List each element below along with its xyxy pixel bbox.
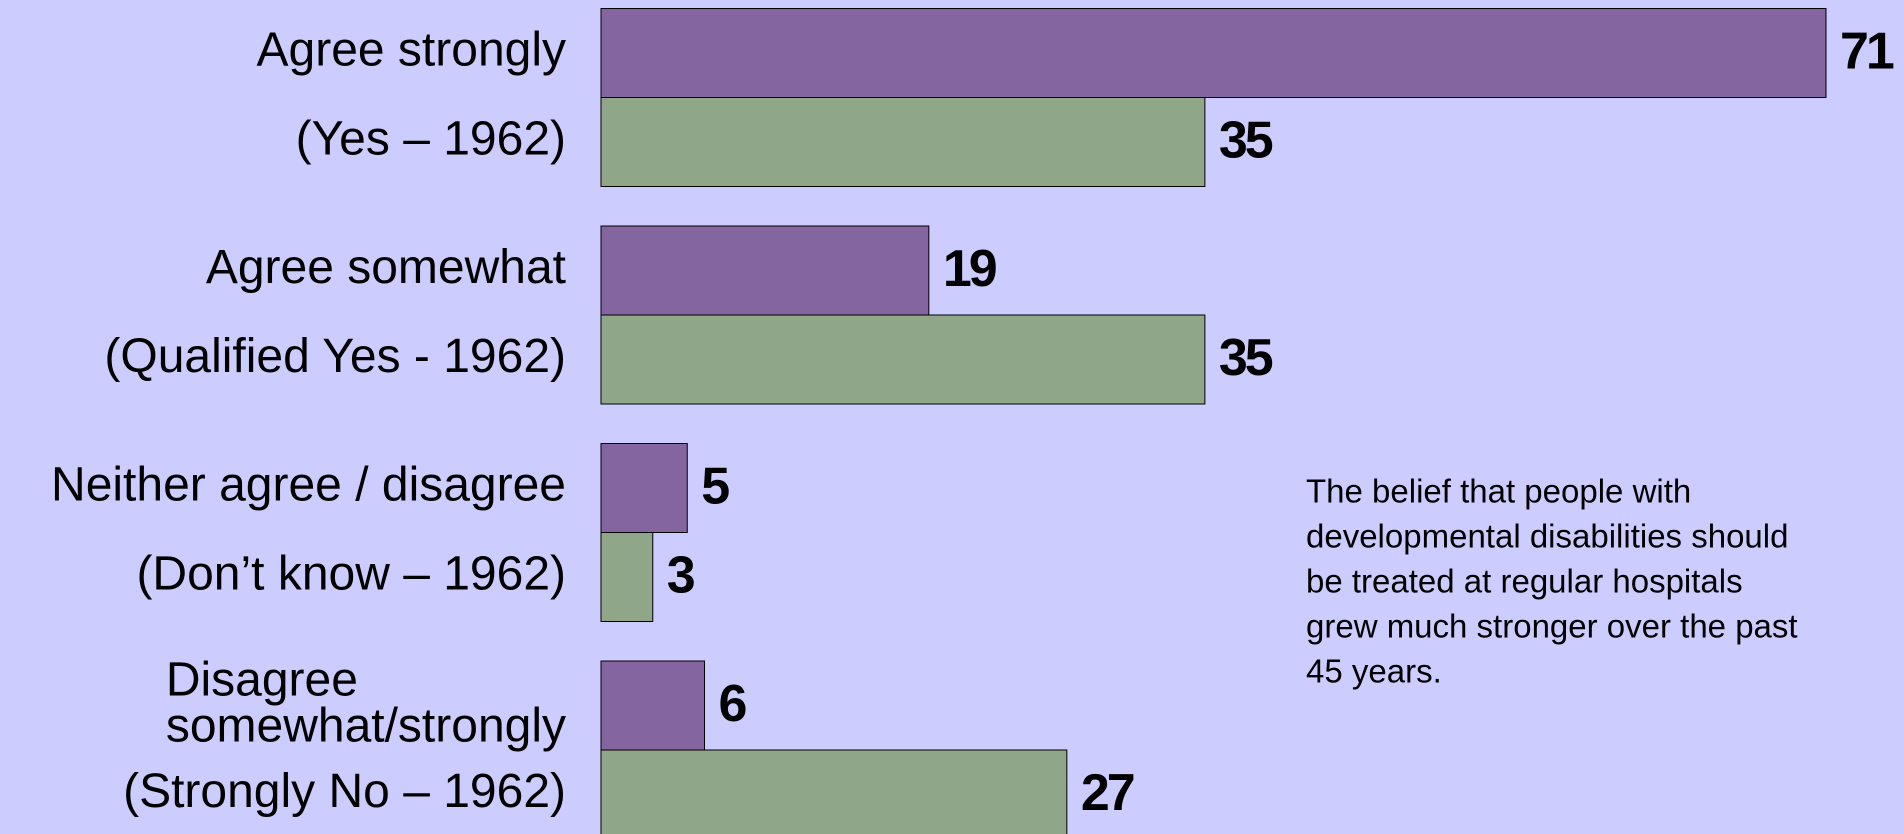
- bar: [600, 532, 654, 622]
- value-label: 5: [701, 458, 729, 516]
- category-label: (Don’t know – 1962): [136, 548, 566, 601]
- annotation: grew much stronger over the past: [1306, 608, 1798, 645]
- annotation: be treated at regular hospitals: [1306, 563, 1743, 600]
- value-label: 35: [1219, 329, 1273, 387]
- category-label: Agree strongly: [257, 24, 567, 77]
- value-label: 35: [1219, 112, 1273, 170]
- category-label: Neither agree / disagree: [51, 459, 566, 512]
- category-label: (Yes – 1962): [296, 113, 566, 166]
- value-label: 71: [1840, 23, 1894, 81]
- category-label: (Qualified Yes - 1962): [104, 330, 566, 383]
- bar: [600, 660, 706, 751]
- annotation: 45 years.: [1306, 653, 1442, 690]
- bar: [600, 97, 1206, 187]
- category-label: Agree somewhat: [206, 241, 566, 294]
- value-label: 19: [943, 240, 996, 298]
- category-label: (Strongly No – 1962): [123, 765, 566, 818]
- bar: [600, 8, 1827, 98]
- value-label: 3: [667, 547, 695, 605]
- bar: [600, 749, 1068, 834]
- annotation: The belief that people with: [1306, 473, 1691, 510]
- bar: [600, 225, 930, 316]
- bar: [600, 314, 1206, 405]
- bar: [600, 443, 688, 533]
- value-label: 6: [719, 675, 747, 733]
- value-label: 27: [1081, 764, 1134, 822]
- category-label: Disagree somewhat/strongly: [166, 653, 566, 752]
- annotation: developmental disabilities should: [1306, 518, 1788, 555]
